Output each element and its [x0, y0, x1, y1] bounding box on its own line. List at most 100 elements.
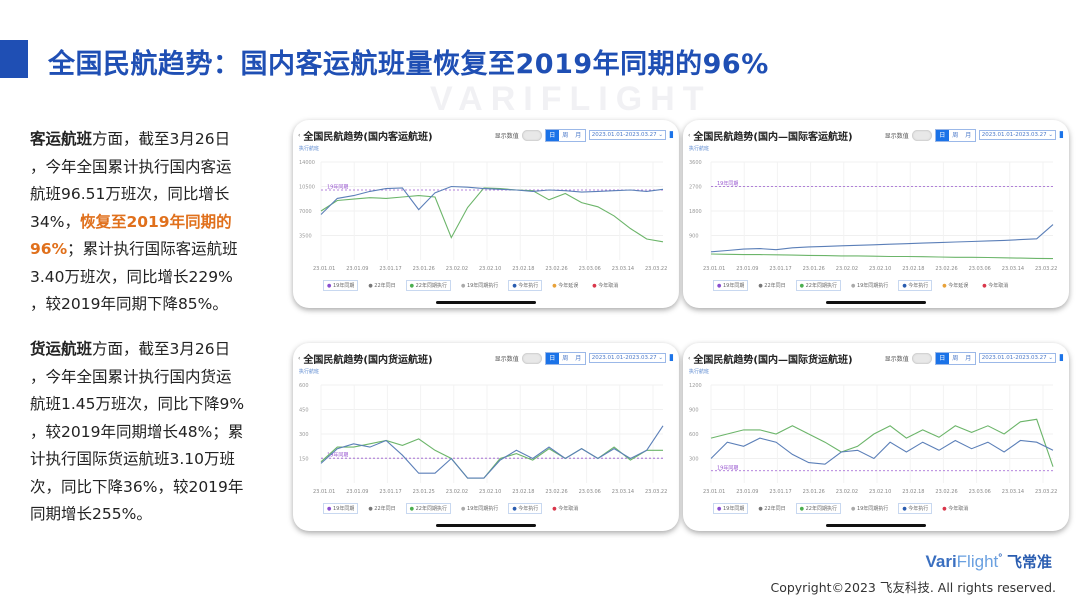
- date-range-select[interactable]: 2023.01.01-2023.03.27 ⌄: [978, 353, 1057, 363]
- period-day-button[interactable]: 日: [935, 352, 949, 364]
- period-month-button[interactable]: 月: [965, 354, 972, 362]
- legend-item[interactable]: ● 19年同期执行: [457, 280, 502, 291]
- back-chevron-icon[interactable]: ‹: [688, 354, 691, 362]
- legend-dot-icon: ●: [717, 283, 723, 289]
- legend-dot-icon: ●: [552, 506, 559, 512]
- legend-item[interactable]: ● 今年执行: [898, 503, 933, 514]
- line-chart: 执行航班 14000 10500 7000 3500 23.01.01 23.01.09 23…: [299, 145, 667, 272]
- legend-label: 19年同期执行: [466, 506, 499, 512]
- legend-dot-icon: ●: [460, 506, 467, 512]
- legend-label: 今年取消: [948, 506, 969, 512]
- legend-item[interactable]: ● 今年延误: [548, 280, 582, 291]
- legend-item[interactable]: ● 19年同期执行: [847, 503, 892, 514]
- copyright: Copyright©2023 飞友科技. All rights reserved…: [770, 580, 1056, 595]
- legend-dot-icon: ●: [327, 506, 333, 512]
- legend-dot-icon: ●: [850, 506, 857, 512]
- bar-chart-icon[interactable]: ▮: [669, 130, 674, 140]
- legend-item[interactable]: ● 22年同期执行: [795, 280, 841, 291]
- legend-item[interactable]: ● 19年同期: [323, 280, 359, 291]
- reference-label: 19年同期: [327, 184, 348, 191]
- date-range-select[interactable]: 2023.01.01-2023.03.27 ⌄: [588, 353, 667, 363]
- chart-card: ‹ 全国民航趋势(国内货运航班) 显示数值日周月 2023.01.01-2023.03…: [293, 343, 679, 531]
- show-values-toggle[interactable]: [911, 352, 932, 364]
- x-tick-label: 23.02.18: [512, 489, 534, 495]
- legend-item[interactable]: ● 今年取消: [548, 503, 582, 514]
- date-range-select[interactable]: 2023.01.01-2023.03.27 ⌄: [978, 130, 1057, 140]
- chart-title: 全国民航趋势(国内—国际货运航班): [693, 354, 853, 366]
- y-tick-label: 3500: [299, 234, 312, 240]
- legend-item[interactable]: ● 今年执行: [508, 280, 543, 291]
- legend-dot-icon: ●: [982, 283, 989, 289]
- show-values-toggle[interactable]: [911, 129, 932, 141]
- series-line-current: [320, 425, 664, 479]
- period-week-button[interactable]: 周: [952, 131, 959, 139]
- legend-label: 今年取消: [988, 283, 1009, 289]
- legend-item[interactable]: ● 今年取消: [588, 280, 622, 291]
- text-line: ，较2019年同期下降85%。: [30, 295, 228, 313]
- bar-chart-icon[interactable]: ▮: [669, 353, 674, 363]
- y-tick-label: 300: [689, 457, 699, 463]
- highlight-text: 恢复至2019年同期的: [79, 212, 232, 231]
- legend-item[interactable]: ● 19年同期: [713, 280, 749, 291]
- legend-item[interactable]: ● 19年同期执行: [847, 280, 892, 291]
- show-values-toggle[interactable]: [521, 352, 542, 364]
- series-line-current: [710, 437, 1054, 465]
- date-range-select[interactable]: 2023.01.01-2023.03.27 ⌄: [588, 130, 667, 140]
- legend-item[interactable]: ● 今年执行: [508, 503, 543, 514]
- legend-item[interactable]: ● 19年同期: [713, 503, 749, 514]
- x-tick-label: 23.01.17: [379, 266, 401, 272]
- legend-item[interactable]: ● 22年同期执行: [405, 280, 451, 291]
- chart-header: ‹ 全国民航趋势(国内货运航班) 显示数值日周月 2023.01.01-2023.03…: [298, 349, 674, 367]
- legend-label: 19年同期: [722, 506, 745, 512]
- show-values-label: 显示数值: [884, 355, 909, 363]
- legend-item[interactable]: ● 今年取消: [978, 280, 1012, 291]
- period-day-button[interactable]: 日: [545, 352, 559, 364]
- period-month-button[interactable]: 月: [575, 131, 582, 139]
- legend-dot-icon: ●: [552, 283, 559, 289]
- x-tick-label: 23.03.14: [1002, 489, 1024, 495]
- legend-item[interactable]: ● 22年同日: [754, 280, 789, 291]
- period-week-button[interactable]: 周: [952, 354, 959, 362]
- chart-legend: ● 19年同期 ● 22年同日 ● 22年同期执行 ● 19年同期执行 ● 今年执行 ● …: [323, 280, 622, 291]
- y-tick-label: 900: [689, 408, 699, 414]
- legend-label: 19年同期: [722, 283, 745, 289]
- back-chevron-icon[interactable]: ‹: [298, 354, 301, 362]
- legend-item[interactable]: ● 22年同期执行: [795, 503, 841, 514]
- period-month-button[interactable]: 月: [965, 131, 972, 139]
- legend-item[interactable]: ● 今年延误: [938, 280, 972, 291]
- legend-label: 19年同期执行: [856, 506, 889, 512]
- home-indicator: [826, 301, 926, 304]
- legend-item[interactable]: ● 22年同日: [754, 503, 789, 514]
- show-values-toggle[interactable]: [521, 129, 542, 141]
- legend-dot-icon: ●: [409, 506, 416, 512]
- x-tick-label: 23.01.01: [703, 489, 725, 495]
- period-week-button[interactable]: 周: [562, 131, 569, 139]
- period-month-button[interactable]: 月: [575, 354, 582, 362]
- legend-item[interactable]: ● 今年执行: [898, 280, 933, 291]
- legend-dot-icon: ●: [902, 506, 909, 512]
- period-day-button[interactable]: 日: [935, 129, 949, 141]
- legend-item[interactable]: ● 19年同期: [323, 503, 359, 514]
- y-tick-label: 2700: [689, 185, 702, 191]
- y-unit-label: 执行航班: [689, 368, 709, 375]
- x-tick-label: 23.01.26: [413, 266, 435, 272]
- x-tick-label: 23.01.01: [703, 266, 725, 272]
- x-tick-label: 23.02.02: [836, 266, 858, 272]
- legend-item[interactable]: ● 22年同日: [364, 503, 399, 514]
- legend-label: 22年同日: [374, 506, 396, 512]
- bar-chart-icon[interactable]: ▮: [1059, 353, 1064, 363]
- legend-item[interactable]: ● 19年同期执行: [457, 503, 502, 514]
- legend-item[interactable]: ● 22年同期执行: [405, 503, 451, 514]
- x-tick-label: 23.03.14: [612, 489, 634, 495]
- x-tick-label: 23.02.02: [446, 489, 468, 495]
- back-chevron-icon[interactable]: ‹: [298, 131, 301, 139]
- legend-item[interactable]: ● 今年取消: [938, 503, 972, 514]
- legend-item[interactable]: ● 22年同日: [364, 280, 399, 291]
- period-day-button[interactable]: 日: [545, 129, 559, 141]
- legend-label: 22年同期执行: [415, 283, 447, 289]
- back-chevron-icon[interactable]: ‹: [688, 131, 691, 139]
- x-tick-label: 23.03.22: [1035, 266, 1057, 272]
- x-tick-label: 23.02.02: [446, 266, 468, 272]
- bar-chart-icon[interactable]: ▮: [1059, 130, 1064, 140]
- period-week-button[interactable]: 周: [562, 354, 569, 362]
